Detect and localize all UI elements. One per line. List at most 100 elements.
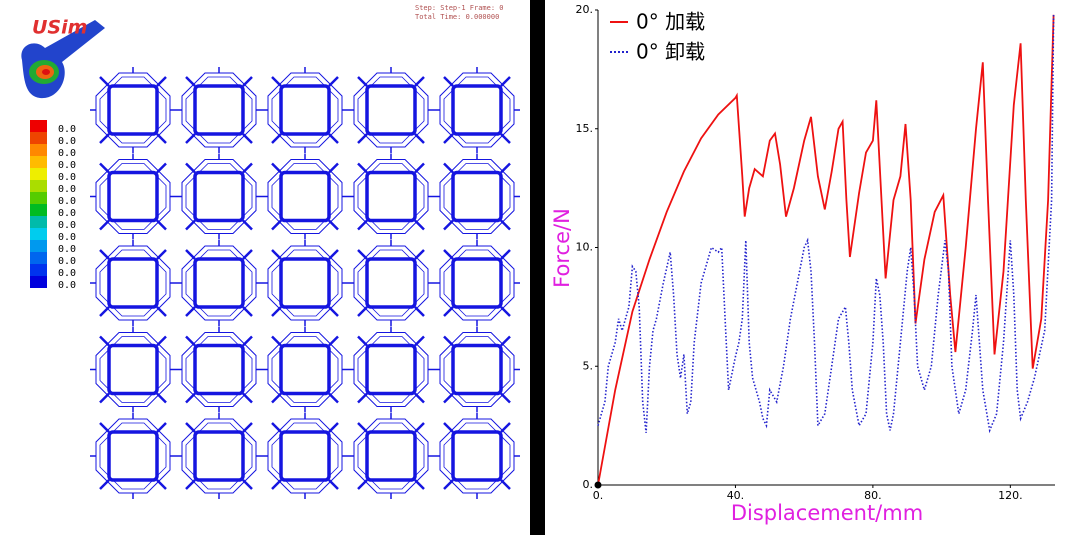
cell-frame	[451, 430, 503, 482]
cell-outline	[439, 418, 515, 494]
strut	[500, 422, 511, 433]
legend-label: 0° 卸载	[636, 40, 705, 64]
series-line	[597, 14, 1055, 486]
strut	[271, 133, 282, 144]
colorbar-swatch	[30, 240, 47, 252]
colorbar-label: 0.0	[58, 184, 76, 195]
strut	[357, 76, 368, 87]
cell-outline	[181, 332, 257, 407]
legend-label: 0° 加载	[636, 10, 705, 34]
cell-frame	[451, 257, 503, 309]
strut	[443, 422, 454, 433]
cell-outline	[185, 336, 253, 403]
cell-outline	[95, 332, 171, 407]
strut	[414, 306, 425, 317]
strut	[357, 133, 368, 144]
colorbar-swatch	[30, 120, 47, 132]
cell-frame	[365, 257, 417, 309]
strut	[99, 76, 110, 87]
cell-outline	[99, 249, 167, 317]
cell-outline	[185, 422, 253, 490]
strut	[242, 392, 253, 404]
strut	[414, 392, 425, 404]
cell-frame	[107, 343, 159, 396]
strut	[185, 479, 196, 490]
cell-outline	[357, 76, 425, 144]
strut	[414, 479, 425, 490]
strut	[328, 249, 339, 260]
strut	[185, 162, 196, 174]
cell-frame	[365, 343, 417, 396]
strut	[500, 249, 511, 260]
cell-outline	[267, 245, 343, 321]
cell-outline	[181, 159, 257, 234]
cell-outline	[357, 163, 425, 230]
cell-outline	[357, 422, 425, 490]
strut	[500, 76, 511, 87]
strut	[242, 133, 253, 144]
strut	[242, 249, 253, 260]
strut	[185, 392, 196, 404]
strut	[271, 422, 282, 433]
cell-outline	[353, 418, 429, 494]
strut	[443, 133, 454, 144]
strut	[443, 219, 454, 231]
strut	[500, 335, 511, 347]
strut	[443, 249, 454, 260]
cell-outline	[99, 422, 167, 490]
colorbar-swatch	[30, 144, 47, 156]
colorbar-label: 0.0	[58, 160, 76, 171]
cell-outline	[99, 163, 167, 230]
strut	[156, 162, 167, 174]
strut	[185, 219, 196, 231]
strut	[99, 219, 110, 231]
strut	[242, 219, 253, 231]
strut	[500, 219, 511, 231]
strut	[500, 392, 511, 404]
strut	[357, 479, 368, 490]
strut	[328, 219, 339, 231]
strut	[156, 133, 167, 144]
x-axis-label: Displacement/mm	[731, 501, 923, 525]
strut	[156, 392, 167, 404]
strut	[357, 392, 368, 404]
strut	[156, 76, 167, 87]
cell-outline	[443, 76, 511, 144]
strut	[443, 335, 454, 347]
cell-outline	[439, 72, 515, 148]
mesh	[90, 67, 520, 499]
strut	[99, 479, 110, 490]
cell-frame	[193, 170, 245, 223]
cell-outline	[271, 76, 339, 144]
cell-outline	[439, 159, 515, 234]
cell-outline	[271, 336, 339, 403]
x-tick-label: 0.	[593, 489, 604, 502]
colorbar-label: 0.0	[58, 280, 76, 291]
strut	[328, 335, 339, 347]
strut	[328, 306, 339, 317]
logo: USim	[21, 17, 106, 99]
strut	[99, 392, 110, 404]
strut	[500, 162, 511, 174]
colorbar-swatch	[30, 264, 47, 276]
strut	[357, 162, 368, 174]
strut	[156, 479, 167, 490]
cell-frame	[451, 170, 503, 223]
strut	[156, 422, 167, 433]
x-tick-label: 120.	[998, 489, 1023, 502]
strut	[357, 306, 368, 317]
strut	[414, 162, 425, 174]
cell-outline	[353, 332, 429, 407]
strut	[414, 219, 425, 231]
cell-outline	[439, 332, 515, 407]
time-text: Total Time: 0.000000	[415, 13, 499, 21]
colorbar-label: 0.0	[58, 196, 76, 207]
strut	[99, 335, 110, 347]
cell-frame	[193, 84, 245, 136]
cell-outline	[271, 249, 339, 317]
colorbar-label: 0.0	[58, 136, 76, 147]
cell-outline	[95, 159, 171, 234]
colorbar-swatch	[30, 216, 47, 228]
cell-outline	[267, 72, 343, 148]
strut	[414, 76, 425, 87]
